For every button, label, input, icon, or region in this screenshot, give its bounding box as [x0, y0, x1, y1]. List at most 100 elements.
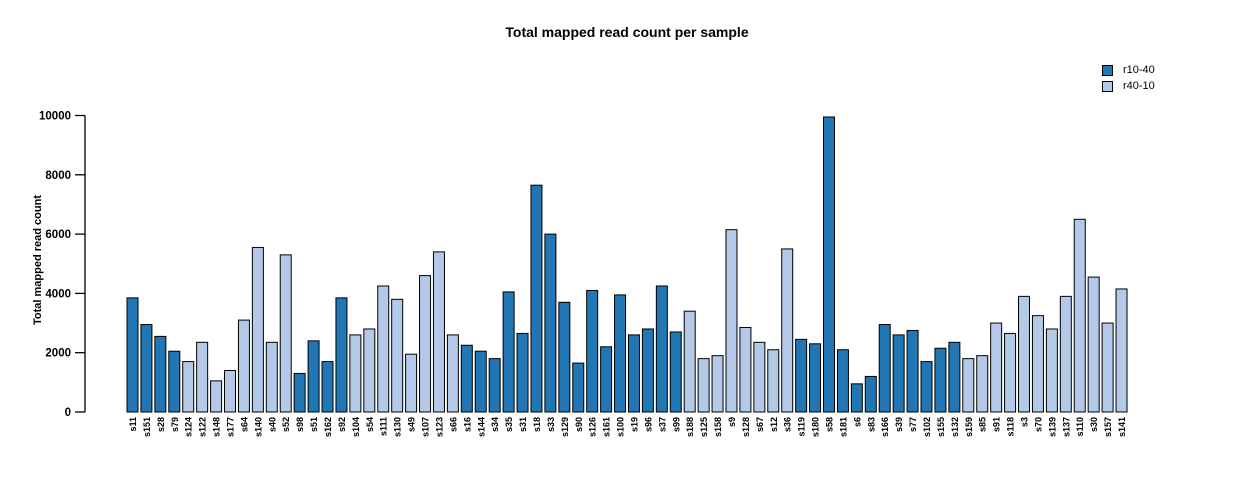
chart-title: Total mapped read count per sample: [505, 24, 749, 40]
bar-s110: [1073, 218, 1086, 413]
x-label-s66: s66: [448, 417, 458, 432]
x-label-s110: s110: [1075, 417, 1085, 437]
bar-s155: [934, 347, 947, 413]
bar-s49: [405, 353, 418, 413]
x-label-s98: s98: [295, 417, 305, 432]
x-label-s37: s37: [657, 417, 667, 432]
bar-s51: [307, 340, 320, 413]
bar-s28: [154, 335, 167, 413]
x-label-s79: s79: [170, 417, 180, 432]
x-label-s158: s158: [713, 417, 723, 437]
bar-s83: [864, 375, 877, 413]
x-label-s161: s161: [602, 417, 612, 437]
x-label-s188: s188: [685, 417, 695, 437]
bar-s100: [614, 294, 627, 413]
x-label-s49: s49: [407, 417, 417, 432]
x-label-s166: s166: [880, 417, 890, 437]
legend-swatch-r10-40: [1102, 64, 1113, 76]
x-label-s119: s119: [797, 417, 807, 437]
bar-s6: [850, 383, 863, 413]
x-label-s126: s126: [588, 417, 598, 437]
y-tick-label: 6000: [45, 229, 71, 241]
bar-s92: [335, 297, 348, 413]
x-label-s3: s3: [1020, 417, 1030, 427]
bar-s52: [279, 254, 292, 413]
x-label-s96: s96: [643, 417, 653, 432]
bar-s129: [558, 301, 571, 413]
y-tick-label: 8000: [45, 170, 71, 182]
x-label-s51: s51: [309, 417, 319, 432]
bar-s30: [1087, 276, 1100, 413]
x-label-s137: s137: [1061, 417, 1071, 437]
bar-s64: [237, 319, 250, 413]
x-label-s92: s92: [337, 417, 347, 432]
bar-s188: [683, 310, 696, 413]
x-label-s34: s34: [490, 417, 500, 432]
x-label-s77: s77: [908, 417, 918, 432]
x-label-s159: s159: [964, 417, 974, 437]
bar-s67: [753, 341, 766, 413]
x-label-s107: s107: [421, 417, 431, 437]
x-label-s128: s128: [741, 417, 751, 437]
x-label-s118: s118: [1006, 417, 1016, 437]
x-label-s64: s64: [239, 417, 249, 432]
x-label-s140: s140: [253, 417, 263, 437]
bar-s126: [586, 289, 599, 413]
x-label-s157: s157: [1103, 417, 1113, 437]
x-label-s125: s125: [699, 417, 709, 437]
bar-s18: [530, 184, 543, 413]
bar-s144: [474, 350, 487, 413]
bar-s125: [697, 358, 710, 413]
bar-s157: [1101, 322, 1114, 413]
bar-s139: [1045, 328, 1058, 413]
bar-s107: [419, 275, 432, 413]
x-label-s52: s52: [281, 417, 291, 432]
x-label-s83: s83: [866, 417, 876, 432]
bar-s96: [641, 328, 654, 413]
bar-s9: [725, 229, 738, 413]
bar-s151: [140, 324, 153, 413]
legend-item-r40-10: r40-10: [1102, 78, 1155, 94]
bar-s39: [892, 334, 905, 413]
x-label-s177: s177: [226, 417, 236, 437]
bar-s91: [990, 322, 1003, 413]
bar-s3: [1018, 295, 1031, 413]
bar-s19: [627, 334, 640, 413]
bar-s130: [391, 298, 404, 413]
x-label-s139: s139: [1047, 417, 1057, 437]
x-label-s36: s36: [783, 417, 793, 432]
x-label-s19: s19: [629, 417, 639, 432]
x-label-s40: s40: [267, 417, 277, 432]
legend: r10-40 r40-10: [1102, 62, 1155, 94]
bar-s118: [1004, 332, 1017, 413]
x-label-s67: s67: [755, 417, 765, 432]
bar-s132: [948, 341, 961, 413]
bar-s35: [502, 291, 515, 413]
bar-s102: [920, 361, 933, 413]
x-label-s35: s35: [504, 417, 514, 432]
bar-s111: [377, 285, 390, 413]
bar-s123: [432, 251, 445, 413]
bar-s128: [739, 326, 752, 413]
x-label-s181: s181: [838, 417, 848, 437]
bar-s180: [809, 343, 822, 413]
x-label-s31: s31: [518, 417, 528, 432]
legend-label-r10-40: r10-40: [1123, 64, 1155, 76]
bar-s40: [265, 341, 278, 413]
bar-s16: [460, 344, 473, 413]
x-label-s180: s180: [811, 417, 821, 437]
bar-s159: [962, 358, 975, 413]
x-label-s28: s28: [156, 417, 166, 432]
x-label-s104: s104: [351, 417, 361, 437]
bar-s119: [795, 338, 808, 413]
bar-s124: [182, 361, 195, 413]
bar-s140: [251, 246, 264, 413]
bar-s36: [781, 248, 794, 413]
y-tick-label: 10000: [39, 111, 71, 123]
legend-swatch-r40-10: [1102, 80, 1113, 92]
x-label-s6: s6: [852, 417, 862, 427]
x-label-s85: s85: [978, 417, 988, 432]
x-label-s9: s9: [727, 417, 737, 427]
x-label-s111: s111: [379, 417, 389, 436]
